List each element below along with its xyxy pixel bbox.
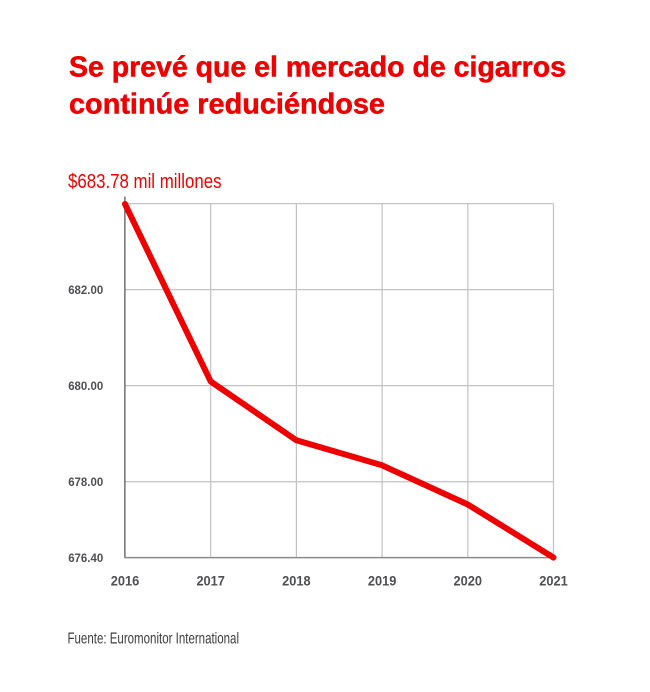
svg-text:2017: 2017 — [196, 572, 225, 588]
svg-text:$683.78 mil millones: $683.78 mil millones — [68, 171, 222, 193]
svg-text:Se prevé que el mercado de cig: Se prevé que el mercado de cigarros — [69, 52, 566, 84]
svg-text:2019: 2019 — [368, 572, 397, 588]
svg-text:2016: 2016 — [111, 572, 140, 588]
svg-text:676.40: 676.40 — [68, 551, 103, 565]
svg-text:680.00: 680.00 — [68, 379, 103, 393]
svg-text:Fuente: Euromonitor Internatio: Fuente: Euromonitor International — [68, 631, 240, 648]
svg-text:2018: 2018 — [282, 572, 311, 588]
svg-text:682.00: 682.00 — [68, 283, 103, 297]
svg-text:2021: 2021 — [539, 572, 568, 588]
svg-text:2020: 2020 — [454, 572, 483, 588]
svg-text:678.00: 678.00 — [68, 475, 103, 489]
svg-text:continúe reduciéndose: continúe reduciéndose — [69, 89, 385, 121]
